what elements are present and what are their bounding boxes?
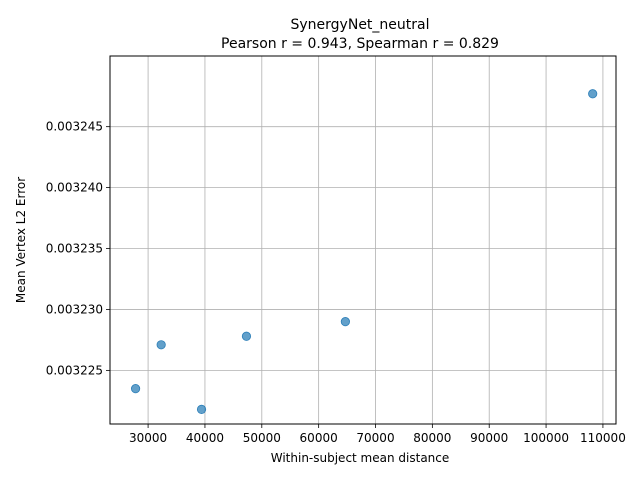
x-axis-ticks: 30000 40000 50000 60000 70000 80000 90000 10000…	[129, 424, 626, 445]
x-tick-label: 70000	[356, 431, 394, 445]
x-tick-label: 90000	[470, 431, 508, 445]
data-point	[130, 384, 141, 394]
plot-frame	[109, 55, 617, 425]
data-point	[241, 331, 252, 341]
x-tick-label: 110000	[580, 431, 626, 445]
chart-title: SynergyNet_neutral	[291, 17, 430, 33]
chart-subtitle: Pearson r = 0.943, Spearman r = 0.829	[221, 36, 499, 52]
data-point	[156, 340, 166, 350]
x-tick-label: 100000	[523, 431, 569, 445]
y-tick-label: 0.003245	[46, 120, 103, 134]
y-axis-ticks: 0.003225 0.003230 0.003235 0.003240 0.003245	[46, 120, 110, 377]
data-point	[340, 317, 350, 327]
y-tick-label: 0.003240	[46, 181, 103, 195]
data-point	[196, 404, 207, 414]
y-gridlines	[110, 126, 616, 371]
y-tick-label: 0.003235	[46, 242, 103, 256]
y-tick-label: 0.003225	[46, 363, 103, 377]
y-axis-label: Mean Vertex L2 Error	[14, 177, 28, 303]
data-points	[130, 89, 598, 414]
y-tick-label: 0.003230	[46, 302, 103, 316]
x-tick-label: 80000	[413, 431, 451, 445]
data-point	[588, 89, 598, 99]
x-tick-label: 40000	[186, 431, 224, 445]
x-gridlines	[147, 56, 604, 424]
x-tick-label: 30000	[129, 431, 167, 445]
x-tick-label: 60000	[300, 431, 338, 445]
x-axis-label: Within-subject mean distance	[271, 451, 450, 465]
x-tick-label: 50000	[243, 431, 281, 445]
